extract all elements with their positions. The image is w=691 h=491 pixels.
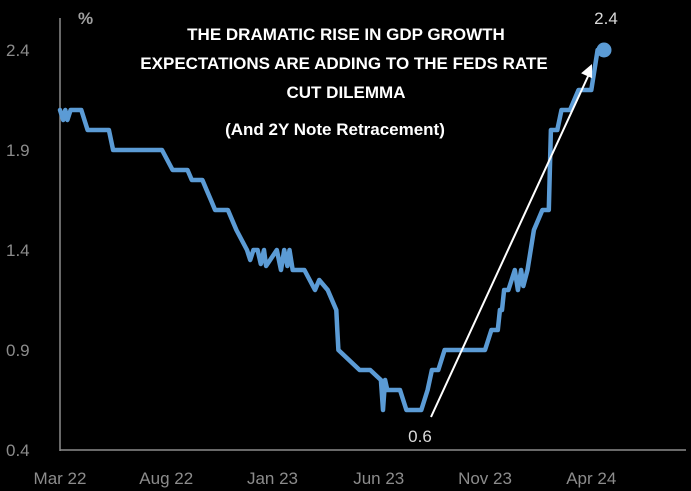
x-tick-label: Nov 23 <box>458 469 512 488</box>
chart-subtitle: (And 2Y Note Retracement) <box>225 120 445 139</box>
series-group <box>57 42 612 413</box>
y-tick-label: 1.4 <box>6 241 30 260</box>
series-end-point <box>596 42 612 58</box>
title-line-3: CUT DILEMMA <box>287 83 406 102</box>
y-tick-label: 2.4 <box>6 41 30 60</box>
x-tick-label: Mar 22 <box>34 469 87 488</box>
y-axis-unit: % <box>78 9 93 28</box>
y-tick-label: 0.4 <box>6 441 30 460</box>
series-line <box>57 47 607 413</box>
chart-axes <box>59 18 686 451</box>
title-line-1: THE DRAMATIC RISE IN GDP GROWTH <box>187 25 505 44</box>
annotations: 0.6 2.4 <box>408 9 618 446</box>
trend-arrow-head <box>581 64 593 79</box>
x-tick-label: Aug 22 <box>139 469 193 488</box>
x-tick-label: Jan 23 <box>247 469 298 488</box>
x-tick-label: Apr 24 <box>566 469 616 488</box>
low-value-label: 0.6 <box>408 427 432 446</box>
y-axis-ticks: 2.4 1.9 1.4 0.9 0.4 <box>6 41 30 460</box>
trend-arrow-line <box>430 71 591 418</box>
x-axis-ticks: Mar 22 Aug 22 Jan 23 Jun 23 Nov 23 Apr 24 <box>34 469 617 488</box>
title-line-2: EXPECTATIONS ARE ADDING TO THE FEDS RATE <box>140 54 547 73</box>
y-tick-label: 1.9 <box>6 141 30 160</box>
chart-title: THE DRAMATIC RISE IN GDP GROWTH EXPECTAT… <box>140 25 547 139</box>
x-tick-label: Jun 23 <box>353 469 404 488</box>
y-tick-label: 0.9 <box>6 341 30 360</box>
end-value-label: 2.4 <box>594 9 618 28</box>
